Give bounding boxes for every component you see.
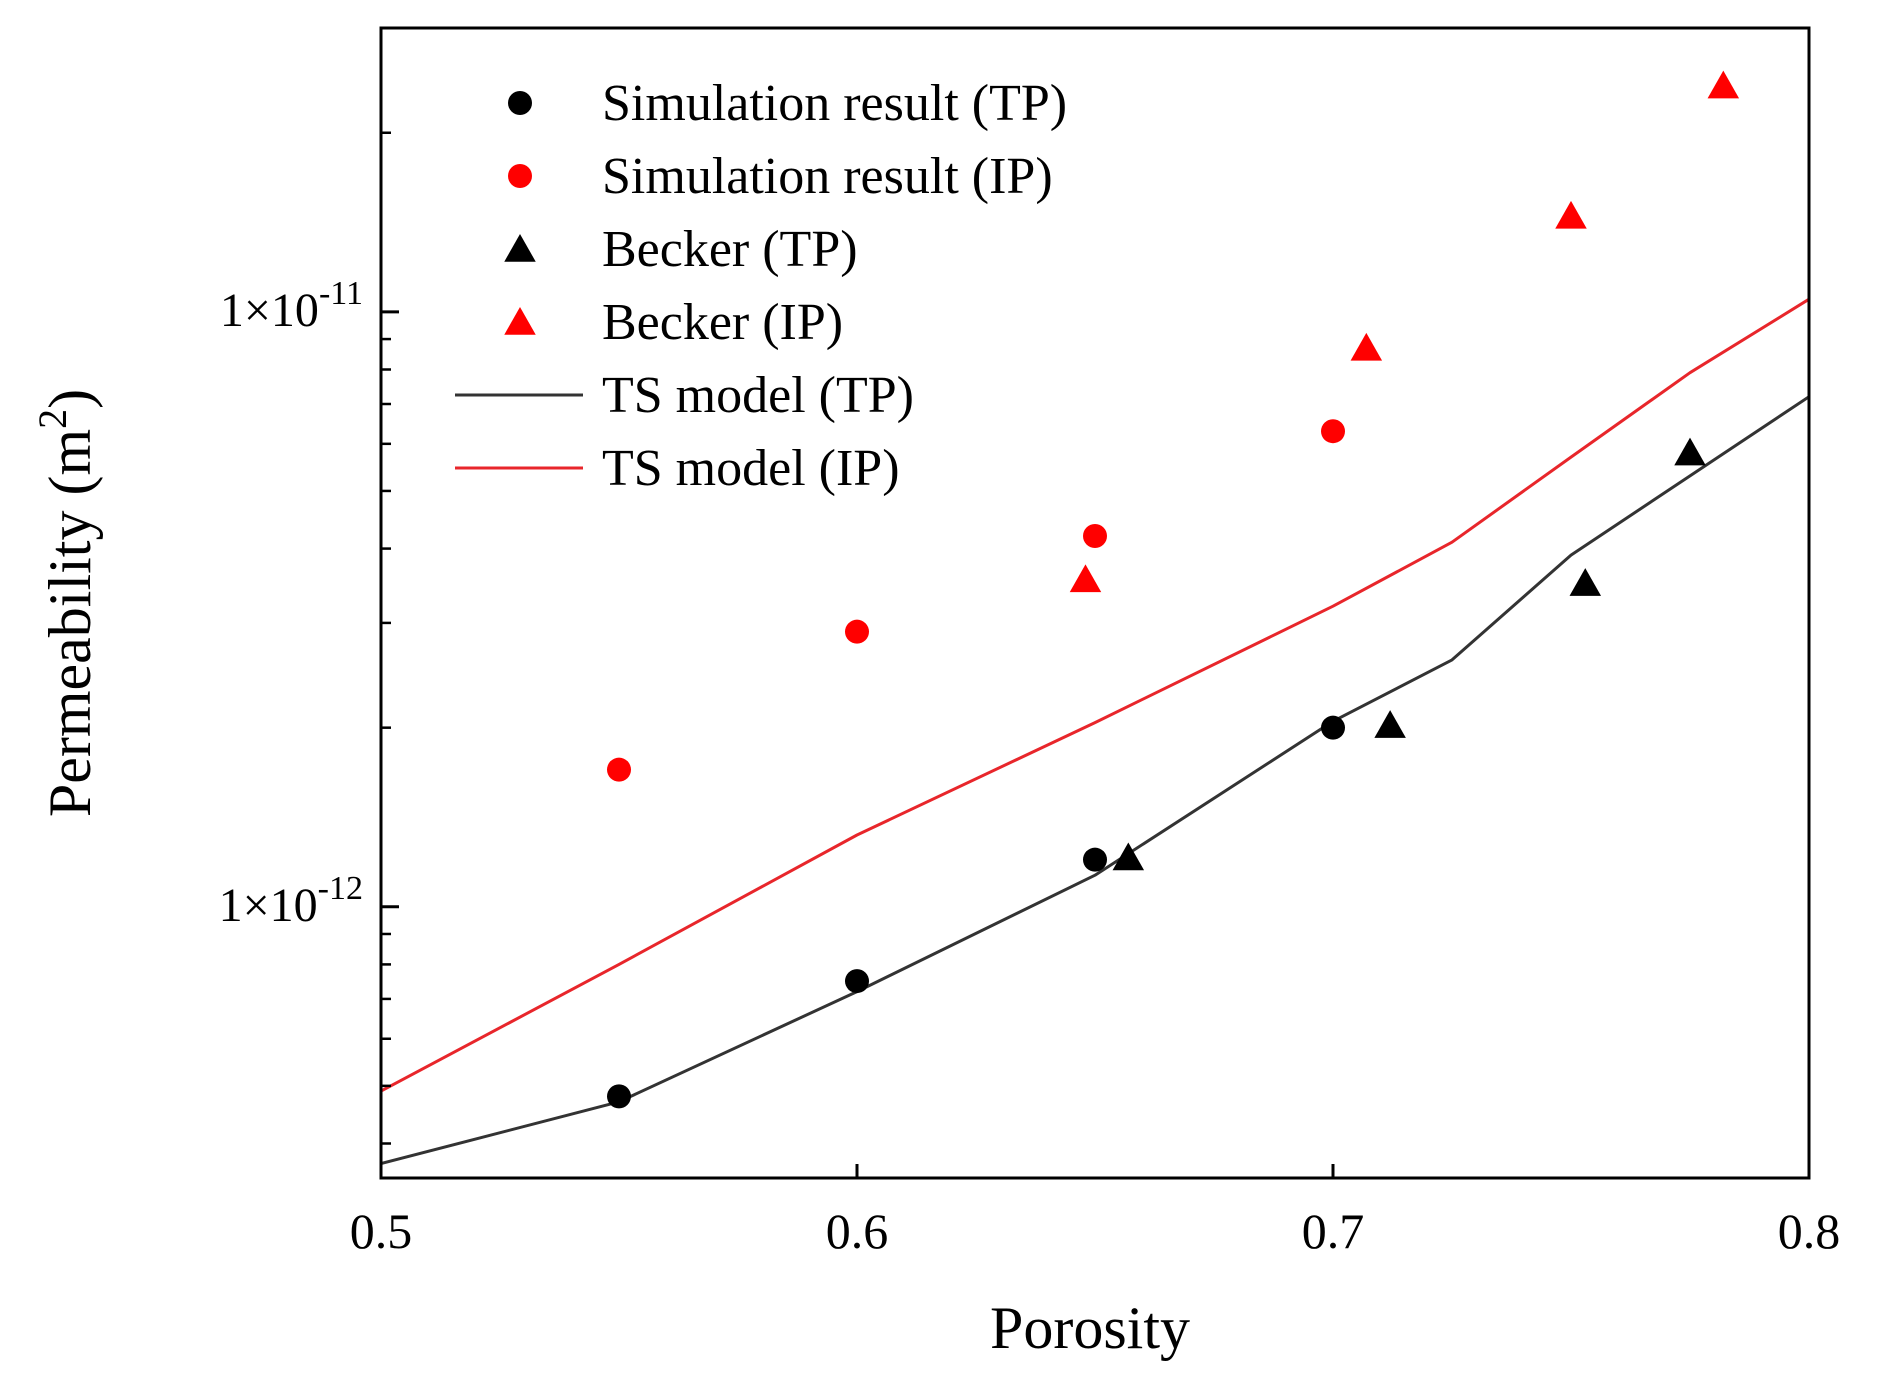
legend-marker [504,234,536,262]
data-point [1674,437,1706,466]
legend-label: TS model (TP) [602,367,914,424]
data-point [1083,523,1107,548]
data-point [845,969,869,994]
data-point [1112,842,1145,871]
y-axis-label: Permeability (m2) [30,389,103,817]
data-point [1350,332,1383,361]
legend-label: Simulation result (TP) [602,75,1067,132]
y-axis-label-close: ) [37,389,103,409]
x-tick-label: 0.6 [826,1203,889,1259]
data-point [1321,419,1345,444]
x-axis-label: Porosity [990,1295,1190,1361]
data-point [607,757,631,782]
y-tick-label: 1×10-12 [219,870,363,932]
data-point [1569,568,1602,596]
plot-frame [379,26,1811,1180]
legend-label: Simulation result (IP) [602,148,1053,205]
legend-label: TS model (IP) [602,440,900,497]
data-point [1555,200,1587,229]
data-point [1069,564,1102,593]
legend-label: Becker (IP) [602,294,843,351]
legend-marker [508,164,532,188]
legend-label: Becker (TP) [602,221,858,278]
data-point [845,619,869,644]
x-tick-label: 0.8 [1778,1203,1841,1259]
series-line [381,297,1809,1093]
x-tick-label: 0.5 [350,1203,413,1259]
y-axis-label-main: Permeability (m [37,429,103,817]
data-point [1374,710,1406,738]
data-point [607,1084,631,1109]
legend-marker [508,91,532,115]
axes: 0.5 0.6 0.7 0.8 1×10-12 1×10-11 [219,131,1841,1259]
plot-area [381,70,1809,1166]
legend: Simulation result (TP) Simulation result … [455,75,1067,497]
x-tick-label: 0.7 [1302,1203,1365,1259]
y-axis-label-sup: 2 [30,409,75,429]
y-tick-label: 1×10-11 [220,275,363,337]
data-point [1321,715,1345,740]
legend-marker [504,307,536,335]
data-point [1083,847,1107,872]
data-point [1707,70,1740,99]
series-line [381,395,1809,1166]
